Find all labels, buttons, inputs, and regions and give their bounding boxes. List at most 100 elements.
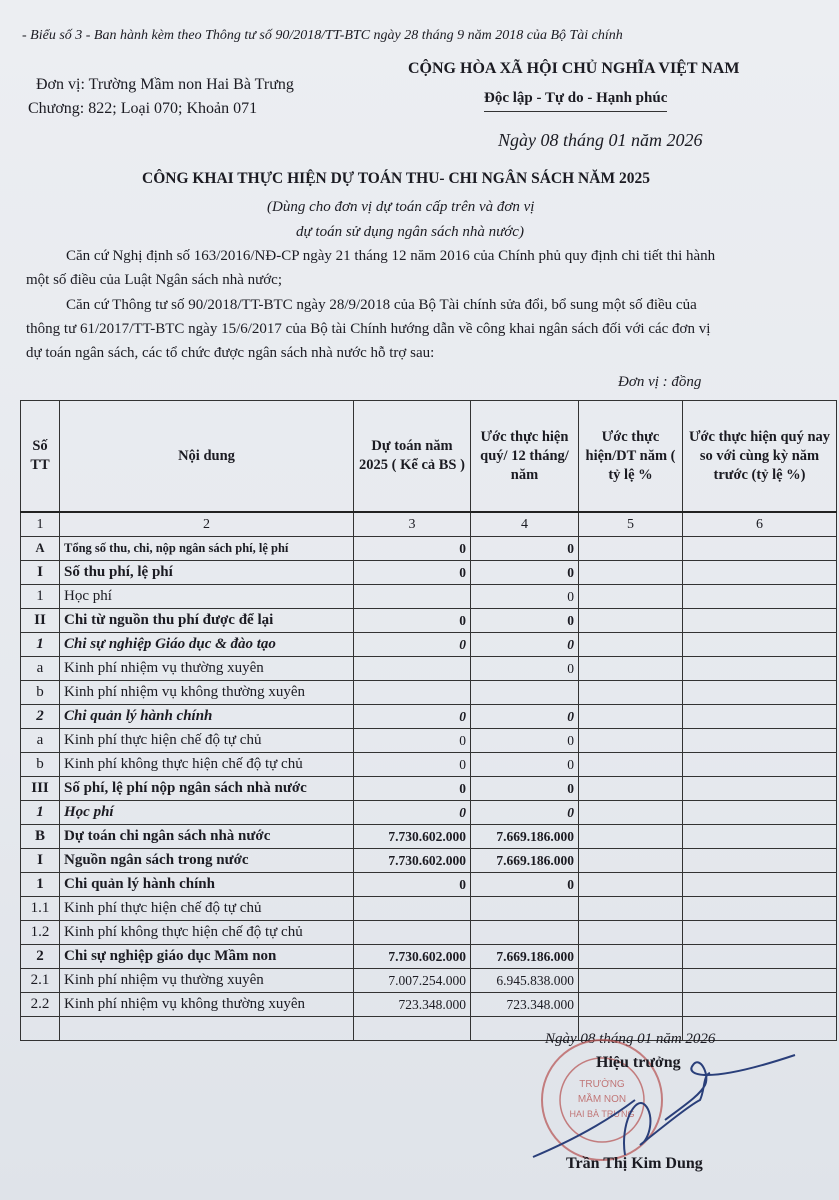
yoy-value (682, 632, 837, 657)
yoy-value (682, 992, 837, 1017)
header-content: Nội dung (59, 400, 354, 513)
row-number: 2 (20, 944, 60, 969)
row-number: a (20, 656, 60, 681)
ratio-value (578, 800, 683, 825)
document-date: Ngày 08 tháng 01 năm 2026 (498, 130, 703, 150)
row-content: Kinh phí thực hiện chế độ tự chủ (59, 728, 354, 753)
nation-title: CỘNG HÒA XÃ HỘI CHỦ NGHĨA VIỆT NAM (408, 60, 740, 77)
actual-value: 0 (470, 800, 579, 825)
estimate-value: 0 (353, 728, 471, 753)
row-content: Kinh phí thực hiện chế độ tự chủ (59, 896, 354, 921)
header-ratio: Ước thực hiện/DT năm ( tỷ lệ % (578, 400, 683, 513)
row-content: Tổng số thu, chi, nộp ngân sách phí, lệ … (59, 536, 354, 561)
table-row: 1.2 Kinh phí không thực hiện chế độ tự ch… (20, 920, 837, 945)
ratio-value (578, 992, 683, 1017)
row-content: Chi từ nguồn thu phí được để lại (59, 608, 354, 633)
actual-value: 723.348.000 (470, 992, 579, 1017)
ratio-value (578, 824, 683, 849)
form-reference: - Biểu số 3 - Ban hành kèm theo Thông tư… (22, 28, 623, 43)
row-number: I (20, 560, 60, 585)
table-row: 2 Chi quản lý hành chính 0 0 (20, 704, 837, 729)
basis-2-line-1: Căn cứ Thông tư số 90/2018/TT-BTC ngày 2… (66, 297, 697, 313)
yoy-value (682, 896, 837, 921)
actual-value: 0 (470, 776, 579, 801)
estimate-value (353, 920, 471, 945)
col-number: 5 (578, 511, 683, 537)
actual-value (470, 680, 579, 705)
header-estimate: Dự toán năm 2025 ( Kể cả BS ) (353, 400, 471, 513)
yoy-value (682, 704, 837, 729)
row-number: 1 (20, 872, 60, 897)
col-number: 2 (59, 511, 354, 537)
row-number: b (20, 680, 60, 705)
yoy-value (682, 920, 837, 945)
actual-value (470, 920, 579, 945)
row-number: a (20, 728, 60, 753)
ratio-value (578, 1016, 683, 1041)
row-content: Chi quản lý hành chính (59, 704, 354, 729)
actual-value: 7.669.186.000 (470, 824, 579, 849)
row-content: Kinh phí nhiệm vụ không thường xuyên (59, 992, 354, 1017)
ratio-value (578, 944, 683, 969)
svg-text:TRƯỜNG: TRƯỜNG (579, 1077, 625, 1090)
yoy-value (682, 1016, 837, 1041)
ratio-value (578, 896, 683, 921)
estimate-value: 0 (353, 752, 471, 777)
handwritten-signature (532, 1054, 796, 1158)
actual-value: 0 (470, 872, 579, 897)
row-content: Số thu phí, lệ phí (59, 560, 354, 585)
yoy-value (682, 872, 837, 897)
table-row: 2 Chi sự nghiệp giáo dục Mầm non 7.730.602… (20, 944, 837, 969)
table-header-row: Số TT Nội dung Dự toán năm 2025 ( Kể cả … (20, 400, 837, 513)
estimate-value (353, 1016, 471, 1041)
table-row: a Kinh phí thực hiện chế độ tự chủ 0 0 (20, 728, 837, 753)
row-content: Học phí (59, 584, 354, 609)
row-number: 1.2 (20, 920, 60, 945)
row-content: Kinh phí nhiệm vụ thường xuyên (59, 968, 354, 993)
table-row: 2.1 Kinh phí nhiệm vụ thường xuyên 7.007.… (20, 968, 837, 993)
estimate-value (353, 584, 471, 609)
ratio-value (578, 584, 683, 609)
yoy-value (682, 776, 837, 801)
actual-value (470, 896, 579, 921)
estimate-value: 0 (353, 632, 471, 657)
ratio-value (578, 632, 683, 657)
estimate-value: 0 (353, 872, 471, 897)
ratio-value (578, 704, 683, 729)
table-row: 1.1 Kinh phí thực hiện chế độ tự chủ (20, 896, 837, 921)
row-number: I (20, 848, 60, 873)
yoy-value (682, 800, 837, 825)
estimate-value: 0 (353, 536, 471, 561)
table-row: 1 Chi sự nghiệp Giáo dục & đào tạo 0 0 (20, 632, 837, 657)
estimate-value: 7.730.602.000 (353, 944, 471, 969)
signature-date: Ngày 08 tháng 01 năm 2026 (545, 1031, 716, 1047)
estimate-value (353, 896, 471, 921)
row-content: Kinh phí không thực hiện chế độ tự chủ (59, 920, 354, 945)
estimate-value (353, 656, 471, 681)
yoy-value (682, 968, 837, 993)
row-number: III (20, 776, 60, 801)
actual-value: 7.669.186.000 (470, 944, 579, 969)
estimate-value: 7.007.254.000 (353, 968, 471, 993)
table-row: III Số phí, lệ phí nộp ngân sách nhà nướ… (20, 776, 837, 801)
table-row: 1 Học phí 0 (20, 584, 837, 609)
ratio-value (578, 656, 683, 681)
svg-text:HAI BÀ TRƯNG: HAI BÀ TRƯNG (569, 1109, 634, 1119)
table-row (20, 1016, 837, 1041)
table-row: a Kinh phí nhiệm vụ thường xuyên 0 (20, 656, 837, 681)
yoy-value (682, 680, 837, 705)
yoy-value (682, 944, 837, 969)
subtitle-line-2: dự toán sử dụng ngân sách nhà nước) (296, 224, 524, 240)
header-actual: Ước thực hiện quý/ 12 tháng/ năm (470, 400, 579, 513)
row-number: 1 (20, 632, 60, 657)
table-row: B Dự toán chi ngân sách nhà nước 7.730.602… (20, 824, 837, 849)
estimate-value: 0 (353, 776, 471, 801)
col-number: 6 (682, 511, 837, 537)
row-number: B (20, 824, 60, 849)
row-content: Học phí (59, 800, 354, 825)
estimate-value: 7.730.602.000 (353, 848, 471, 873)
row-content: Chi quản lý hành chính (59, 872, 354, 897)
row-content: Kinh phí không thực hiện chế độ tự chủ (59, 752, 354, 777)
table-row: I Nguồn ngân sách trong nước 7.730.602.000… (20, 848, 837, 873)
